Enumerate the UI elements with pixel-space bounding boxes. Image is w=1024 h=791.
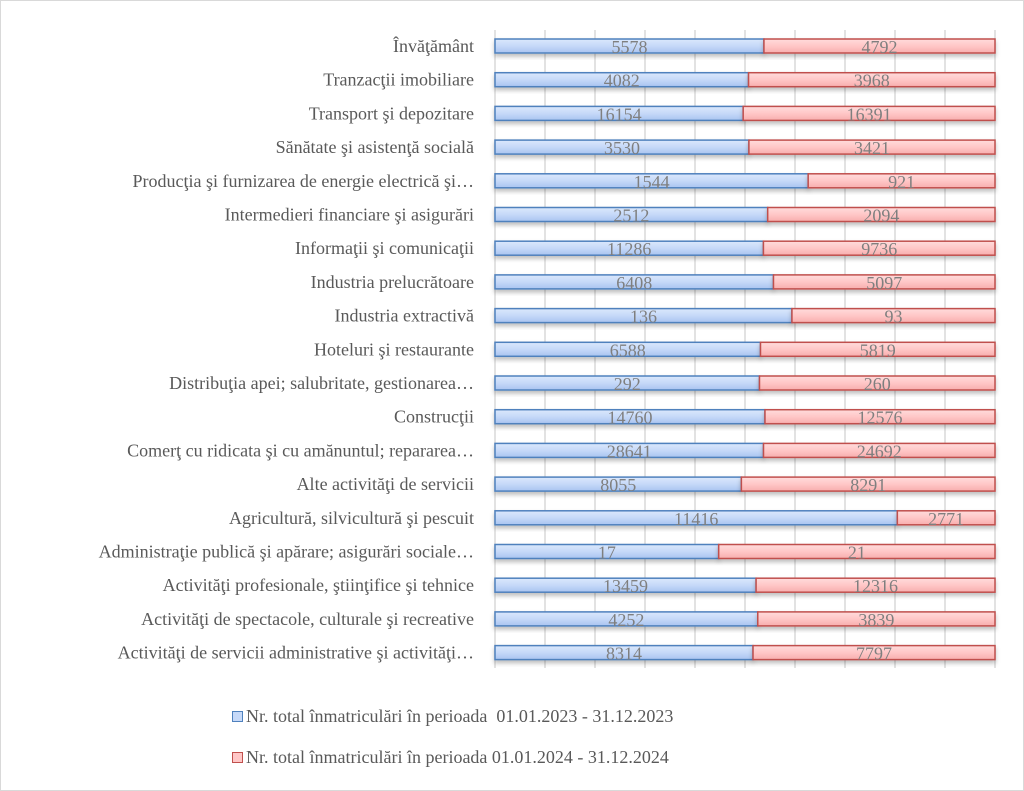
legend-item-2024[interactable]: Nr. total înmatriculări în perioada 01.0… <box>232 747 669 768</box>
legend-swatch-2024-icon <box>232 752 243 763</box>
value-label-2024: 3968 <box>854 71 890 91</box>
category-label: Distribuţia apei; salubritate, gestionar… <box>169 373 474 393</box>
value-label-2023: 14760 <box>607 408 652 428</box>
value-label-2024: 5819 <box>860 340 896 360</box>
bar-2024 <box>896 510 996 526</box>
value-label-2024: 3839 <box>858 610 894 630</box>
value-label-2023: 11286 <box>607 239 651 259</box>
stacked-bar-chart: Învăţământ Tranzacţii imobiliare Transport… <box>99 30 996 668</box>
bar-2024 <box>740 476 996 492</box>
category-label: Industria extractivă <box>335 306 474 326</box>
value-label-2023: 2512 <box>613 206 649 226</box>
value-label-2024: 9736 <box>861 239 897 259</box>
value-label-2024: 5097 <box>866 273 902 293</box>
value-label-2023: 13459 <box>603 576 648 596</box>
bars <box>494 38 996 661</box>
value-labels: 5578 4792 4082 3968 16154 16391 3530 3421 1544 92… <box>597 37 965 664</box>
value-label-2024: 24692 <box>857 441 902 461</box>
value-label-2024: 4792 <box>861 37 897 57</box>
bar-2024 <box>772 274 996 290</box>
value-label-2023: 28641 <box>607 441 652 461</box>
bar-2024 <box>762 240 996 256</box>
bar-2024 <box>748 139 996 155</box>
category-label: Producţia şi furnizarea de energie elect… <box>132 171 474 191</box>
bar-2024 <box>717 543 996 560</box>
value-label-2023: 16154 <box>597 104 642 124</box>
legend-label-2023: Nr. total înmatriculări în perioada 01.0… <box>246 706 674 726</box>
bar-2024 <box>747 71 996 88</box>
category-label: Comerţ cu ridicata şi cu amănuntul; repa… <box>127 440 474 460</box>
value-label-2023: 8314 <box>606 644 642 664</box>
category-labels: Învăţământ Tranzacţii imobiliare Transport… <box>99 35 474 663</box>
bar-2024 <box>762 442 996 459</box>
value-label-2023: 4252 <box>608 610 644 630</box>
value-label-2023: 11416 <box>674 509 718 529</box>
legend-label-2024: Nr. total înmatriculări în perioada 01.0… <box>246 747 669 767</box>
value-label-2023: 8055 <box>600 475 636 495</box>
bar-2024 <box>764 408 996 425</box>
value-label-2024: 921 <box>888 172 915 192</box>
value-label-2024: 12576 <box>857 408 902 428</box>
value-label-2024: 7797 <box>856 644 892 664</box>
category-label: Hoteluri şi restaurante <box>314 339 474 359</box>
category-label: Administraţie publică şi apărare; asigur… <box>99 542 474 562</box>
bar-2024 <box>742 105 996 122</box>
value-label-2023: 17 <box>598 543 616 563</box>
category-label: Construcţii <box>394 407 474 427</box>
category-label: Informaţii şi comunicaţii <box>295 238 474 258</box>
value-label-2023: 4082 <box>604 71 640 91</box>
bar-2024 <box>807 173 996 189</box>
category-label: Intermedieri financiare şi asigurări <box>225 205 474 225</box>
bar-2024 <box>791 307 996 324</box>
value-label-2023: 6588 <box>610 340 646 360</box>
value-label-2024: 16391 <box>847 104 892 124</box>
bar-2024 <box>766 206 996 223</box>
category-label: Tranzacţii imobiliare <box>323 70 474 90</box>
bar-2024 <box>759 341 996 358</box>
value-label-2023: 5578 <box>611 37 647 57</box>
category-label: Alte activităţi de servicii <box>297 474 474 494</box>
value-label-2023: 292 <box>614 374 641 394</box>
value-label-2023: 1544 <box>634 172 670 192</box>
value-label-2023: 3530 <box>604 138 640 158</box>
legend-item-2023[interactable]: Nr. total înmatriculări în perioada 01.0… <box>232 706 673 727</box>
bar-2024 <box>757 611 996 627</box>
bar-2024 <box>752 644 996 661</box>
category-label: Activităţi de spectacole, culturale şi r… <box>141 609 474 629</box>
category-label: Industria prelucrătoare <box>311 272 474 292</box>
bar-2024 <box>755 577 996 593</box>
value-label-2023: 6408 <box>616 273 652 293</box>
value-label-2024: 2094 <box>863 206 899 226</box>
category-label: Activităţi profesionale, ştiinţifice şi … <box>163 575 474 595</box>
value-label-2024: 3421 <box>854 138 890 158</box>
category-label: Agricultură, silvicultură şi pescuit <box>229 508 474 528</box>
value-label-2023: 136 <box>630 307 657 327</box>
bar-2024 <box>758 375 996 391</box>
value-label-2024: 93 <box>884 307 902 327</box>
category-label: Activităţi de servicii administrative şi… <box>118 643 474 663</box>
value-label-2024: 8291 <box>850 475 886 495</box>
value-label-2024: 260 <box>864 374 891 394</box>
value-label-2024: 2771 <box>928 509 964 529</box>
value-label-2024: 21 <box>848 543 866 563</box>
category-label: Învăţământ <box>393 35 474 56</box>
category-label: Transport şi depozitare <box>309 103 474 123</box>
value-label-2024: 12316 <box>853 576 898 596</box>
category-label: Sănătate şi asistenţă socială <box>276 137 474 157</box>
bar-2024 <box>763 38 996 54</box>
legend-swatch-2023-icon <box>232 711 243 722</box>
